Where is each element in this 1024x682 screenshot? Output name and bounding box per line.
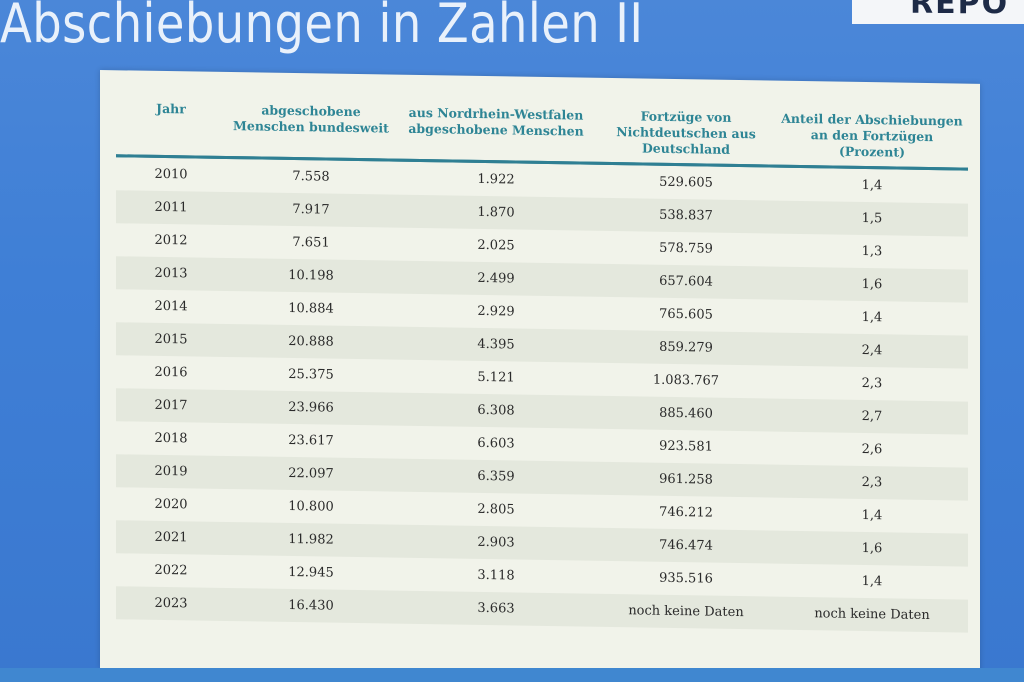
year-cell: 2019: [116, 454, 226, 489]
deported-nationwide-cell: 22.097: [226, 455, 396, 492]
deported-nrw-cell: 6.359: [396, 458, 596, 495]
year-cell: 2018: [154, 430, 188, 447]
departures-cell: 885.460: [596, 395, 776, 432]
deported-nationwide-cell: 12.945: [288, 564, 334, 581]
year-cell: 2023: [116, 586, 226, 621]
column-header-deported-nrw: aus Nordrhein-Westfalen abgeschobene Men…: [396, 92, 596, 164]
departures-cell: 923.581: [659, 438, 713, 455]
share-cell: 1,5: [776, 200, 968, 237]
logo-text: REPO: [910, 0, 1010, 21]
logo: REPO: [852, 0, 1024, 24]
year-cell: 2016: [154, 364, 188, 381]
departures-cell: noch keine Daten: [596, 593, 776, 630]
deported-nrw-cell: 2.499: [396, 260, 596, 297]
year-cell: 2020: [154, 496, 188, 513]
deported-nationwide-cell: 7.651: [292, 235, 330, 251]
table-body: 2010 7.558 1.922 529.605 1,4 2011 7.917 1.870 53…: [116, 156, 968, 633]
slide-title: Abschiebungen in Zahlen II: [0, 0, 644, 55]
deported-nrw-cell: 6.603: [477, 435, 515, 452]
year-cell: 2015: [116, 322, 226, 357]
column-header-departures: Fortzüge von Nichtdeutschen aus Deutschl…: [596, 95, 776, 167]
departures-cell: 859.279: [596, 329, 776, 366]
share-cell: 1,4: [861, 573, 883, 590]
table-panel: Jahr abgeschobene Menschen bundesweit au…: [100, 70, 980, 682]
share-cell: 1,4: [861, 507, 883, 524]
share-cell: 1,4: [861, 177, 883, 194]
year-cell: 2010: [154, 166, 188, 183]
departures-cell: 935.516: [659, 570, 713, 587]
deportation-table: Jahr abgeschobene Menschen bundesweit au…: [116, 88, 968, 633]
deported-nationwide-cell: 7.558: [292, 169, 330, 185]
departures-cell: 529.605: [659, 174, 713, 191]
year-cell: 2013: [116, 256, 226, 291]
deported-nationwide-cell: 23.966: [226, 389, 396, 426]
share-cell: 2,6: [861, 441, 883, 458]
year-cell: 2021: [116, 520, 226, 555]
screen-bottom-bar: [0, 668, 1024, 682]
share-cell: 1,3: [861, 243, 883, 260]
share-cell: 2,4: [776, 332, 968, 369]
departures-cell: 657.604: [596, 263, 776, 300]
year-cell: 2022: [154, 562, 188, 579]
deported-nrw-cell: 1.922: [477, 171, 515, 188]
deported-nationwide-cell: 10.198: [226, 257, 396, 294]
share-cell: 2,3: [776, 464, 968, 501]
deported-nationwide-cell: 16.430: [226, 587, 396, 624]
deported-nrw-cell: 3.118: [477, 567, 515, 584]
year-cell: 2011: [116, 190, 226, 225]
deported-nationwide-cell: 7.917: [226, 191, 396, 228]
departures-cell: 578.759: [659, 240, 713, 257]
deported-nationwide-cell: 20.888: [226, 323, 396, 360]
departures-cell: 1.083.767: [652, 372, 720, 389]
column-header-deported-nationwide: abgeschobene Menschen bundesweit: [226, 89, 396, 161]
deported-nrw-cell: 2.025: [477, 237, 515, 254]
column-header-share: Anteil der Abschiebungen an den Fortzüge…: [776, 98, 968, 170]
departures-cell: 765.605: [659, 306, 713, 323]
share-cell: 1,4: [861, 309, 883, 326]
deported-nationwide-cell: 11.982: [226, 521, 396, 558]
departures-cell: 746.212: [659, 504, 713, 521]
share-cell: 1,6: [776, 266, 968, 303]
deported-nrw-cell: 3.663: [396, 590, 596, 627]
deported-nrw-cell: 2.805: [477, 501, 515, 518]
departures-cell: 746.474: [596, 527, 776, 564]
deported-nationwide-cell: 23.617: [288, 432, 334, 449]
share-cell: 1,6: [776, 530, 968, 567]
year-cell: 2017: [116, 388, 226, 423]
share-cell: noch keine Daten: [776, 596, 968, 633]
deported-nationwide-cell: 10.800: [288, 498, 334, 515]
deported-nrw-cell: 4.395: [396, 326, 596, 363]
year-cell: 2014: [154, 298, 188, 315]
share-cell: 2,3: [861, 375, 883, 392]
departures-cell: 538.837: [596, 197, 776, 234]
deported-nrw-cell: 1.870: [396, 194, 596, 231]
deported-nrw-cell: 2.903: [396, 524, 596, 561]
share-cell: 2,7: [776, 398, 968, 435]
deported-nrw-cell: 2.929: [477, 303, 515, 320]
year-cell: 2012: [154, 232, 188, 249]
departures-cell: 961.258: [596, 461, 776, 498]
deported-nationwide-cell: 25.375: [288, 366, 334, 383]
deported-nrw-cell: 5.121: [477, 369, 515, 386]
deported-nationwide-cell: 10.884: [288, 300, 334, 317]
column-header-year: Jahr: [116, 88, 226, 158]
deported-nrw-cell: 6.308: [396, 392, 596, 429]
